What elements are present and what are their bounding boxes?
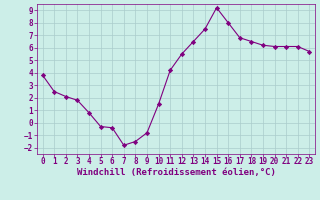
X-axis label: Windchill (Refroidissement éolien,°C): Windchill (Refroidissement éolien,°C) — [76, 168, 276, 177]
